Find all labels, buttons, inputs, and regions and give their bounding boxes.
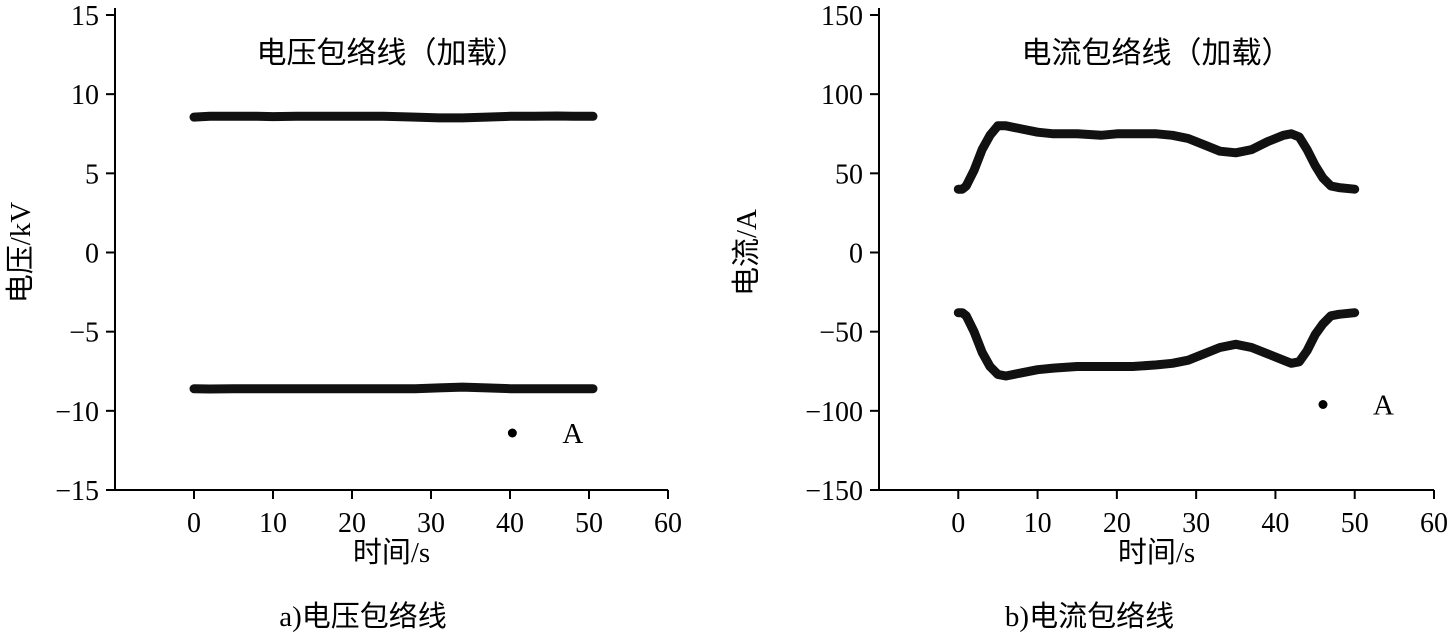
voltage-caption: a)电压包络线 (279, 601, 447, 633)
y-tick-label: −150 (805, 476, 863, 507)
voltage-chart: −15 −10 −5 0 5 10 15 0 10 20 30 40 50 60 电压包络线（加载） 电压/k… (4, 1, 682, 569)
series-lower-envelope (189, 382, 598, 394)
y-tick-label: −15 (55, 476, 99, 507)
x-tick-label: 30 (417, 508, 445, 539)
chart-title: 电压包络线（加载） (257, 37, 527, 70)
y-tick-label: 5 (85, 159, 99, 190)
y-axis-label: 电压/kV (4, 202, 37, 304)
x-tick-label: 50 (575, 508, 603, 539)
y-tick-label: −50 (819, 318, 863, 349)
y-tick-label: 15 (71, 1, 99, 32)
tick-labels: −15 −10 −5 0 5 10 15 0 10 20 30 40 50 60 (55, 1, 682, 539)
legend-marker (507, 428, 517, 438)
x-tick-label: 30 (1182, 508, 1210, 539)
y-tick-label: 0 (849, 239, 863, 270)
legend-label: A (1373, 390, 1394, 422)
x-tick-label: 20 (1103, 508, 1131, 539)
series-upper-envelope (189, 111, 598, 123)
y-tick-label: 100 (821, 80, 863, 111)
series-lower-envelope (953, 308, 1360, 381)
x-tick-label: 40 (496, 508, 524, 539)
y-tick-label: 150 (821, 1, 863, 32)
current-chart: −150 −100 −50 0 50 100 150 0 10 20 30 40 50 60 电流包络线（加… (730, 1, 1448, 569)
x-tick-label: 0 (951, 508, 965, 539)
legend-marker (1318, 400, 1328, 409)
y-tick-label: −5 (69, 318, 99, 349)
x-tick-label: 40 (1261, 508, 1289, 539)
current-caption: b)电流包络线 (1004, 601, 1175, 633)
y-axis-label: 电流/A (730, 209, 763, 296)
axes (870, 8, 1435, 499)
voltage-figure: −15 −10 −5 0 5 10 15 0 10 20 30 40 50 60 电压包络线（加载） 电压/k… (0, 0, 726, 640)
x-tick-label: 10 (1024, 508, 1052, 539)
x-tick-label: 60 (1420, 508, 1448, 539)
x-tick-label: 0 (187, 508, 201, 539)
legend-label: A (562, 418, 583, 450)
x-axis-label: 时间/s (353, 536, 430, 569)
x-axis-label: 时间/s (1118, 536, 1195, 569)
current-figure: −150 −100 −50 0 50 100 150 0 10 20 30 40 50 60 电流包络线（加… (726, 0, 1453, 640)
x-tick-label: 10 (259, 508, 287, 539)
x-tick-label: 20 (338, 508, 366, 539)
x-tick-label: 60 (654, 508, 682, 539)
y-tick-label: 0 (85, 239, 99, 270)
tick-labels: −150 −100 −50 0 50 100 150 0 10 20 30 40 50 60 (805, 1, 1448, 539)
y-tick-label: −100 (805, 397, 863, 428)
y-tick-label: −10 (55, 397, 99, 428)
chart-title: 电流包络线（加载） (1022, 37, 1292, 70)
axes (106, 8, 669, 499)
x-tick-label: 50 (1341, 508, 1369, 539)
y-tick-label: 50 (835, 159, 863, 190)
y-tick-label: 10 (71, 80, 99, 111)
series-upper-envelope (953, 121, 1360, 194)
